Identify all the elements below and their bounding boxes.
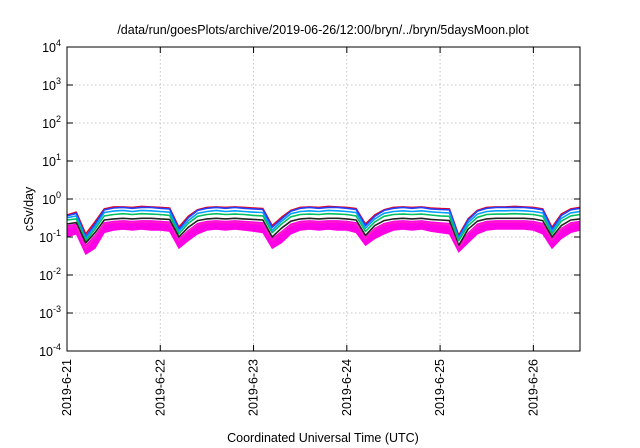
- y-tick-label: 102: [42, 114, 61, 131]
- y-tick-label: 100: [42, 190, 61, 207]
- x-tick-label: 2019-6-24: [340, 359, 354, 416]
- x-tick-labels: 2019-6-21 2019-6-22 2019-6-23 2019-6-24 2019…: [60, 359, 540, 416]
- chart-title: /data/run/goesPlots/archive/2019-06-26/1…: [117, 23, 529, 37]
- grid-lines: [67, 47, 580, 351]
- x-tick-label: 2019-6-23: [247, 359, 261, 416]
- y-axis-label: cSv/day: [22, 186, 36, 231]
- y-tick-label: 10-2: [39, 266, 61, 283]
- y-tick-label: 10-1: [39, 228, 61, 245]
- y-tick-label: 103: [42, 76, 61, 93]
- series-line: [66, 212, 581, 242]
- series-line: [66, 217, 581, 247]
- y-tick-label: 10-3: [39, 304, 61, 321]
- y-tick-labels: 104 103 102 101 100 10-1 10-2 10-3 10-4: [39, 38, 61, 359]
- plot-frame: [66, 46, 581, 352]
- series-line: [66, 221, 581, 250]
- band-fill: [66, 220, 581, 256]
- y-tick-label: 104: [42, 38, 61, 55]
- plot-border: [66, 46, 581, 352]
- series-line: [66, 206, 581, 238]
- x-axis-label: Coordinated Universal Time (UTC): [227, 431, 419, 445]
- x-tick-label: 2019-6-22: [153, 359, 167, 416]
- x-tick-label: 2019-6-26: [526, 359, 540, 416]
- band-area: [66, 220, 581, 256]
- y-tick-label: 10-4: [39, 342, 61, 359]
- series-lines: [66, 205, 581, 250]
- y-tick-label: 101: [42, 152, 61, 169]
- x-tick-label: 2019-6-21: [60, 359, 74, 416]
- series-line: [66, 209, 581, 240]
- x-tick-label: 2019-6-25: [433, 359, 447, 416]
